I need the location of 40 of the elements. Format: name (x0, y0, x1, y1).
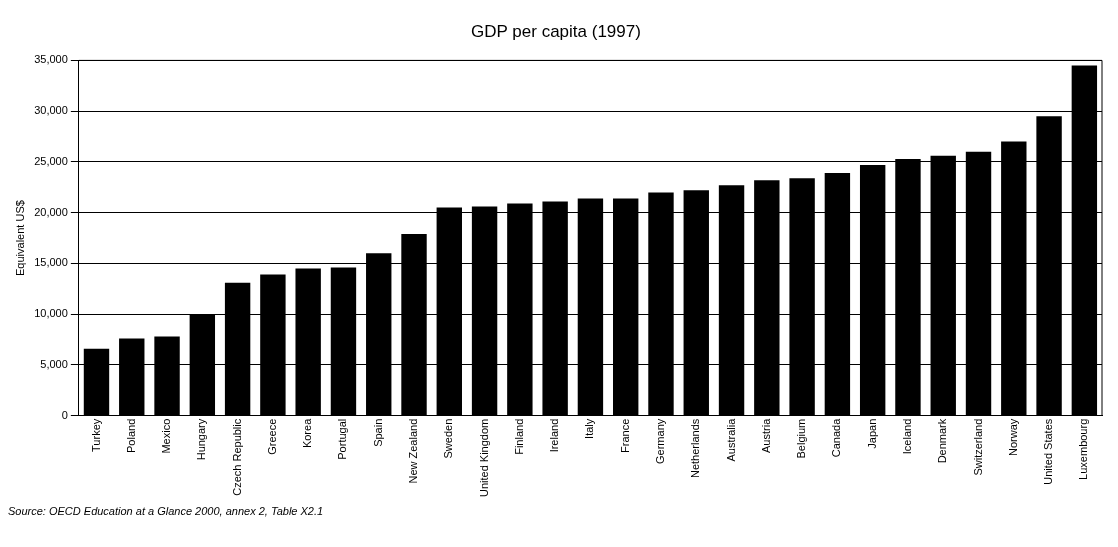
y-tick-label: 10,000 (34, 307, 68, 320)
x-tick-label: United States (1042, 418, 1055, 485)
x-tick-label: France (618, 418, 631, 453)
x-tick-label: Italy (583, 418, 596, 439)
x-tick-label: Greece (265, 418, 278, 455)
x-tick-label: Netherlands (689, 418, 702, 479)
y-tick-label: 15,000 (34, 256, 68, 269)
x-tick-label: Austria (759, 417, 772, 453)
x-tick-label: Norway (1006, 418, 1019, 457)
x-tick-label: Turkey (89, 418, 102, 452)
x-tick-label: Iceland (900, 418, 913, 455)
x-tick-label: Canada (830, 417, 843, 458)
y-tick-label: 25,000 (34, 154, 68, 167)
x-tick-label: United Kingdom (477, 418, 490, 498)
source-note: Source: OECD Education at a Glance 2000, annex 2, Table X2.1 (8, 505, 324, 517)
y-tick-label: 30,000 (34, 104, 68, 117)
chart-title: GDP per capita (1997) (471, 21, 641, 41)
x-tick-label: New Zealand (407, 418, 420, 484)
y-tick-label: 35,000 (34, 53, 68, 66)
x-tick-label: Japan (865, 418, 878, 449)
y-tick-label: 20,000 (34, 205, 68, 218)
x-tick-label: Korea (301, 417, 314, 449)
x-tick-label: Switzerland (971, 418, 984, 476)
x-tick-label: Poland (124, 418, 137, 453)
x-tick-label: Czech Republic (230, 418, 243, 496)
y-axis-title: Equivalent US$ (13, 200, 26, 276)
x-tick-label: Australia (724, 417, 737, 462)
y-tick-label: 5,000 (40, 358, 68, 370)
x-tick-label: Denmark (936, 418, 949, 464)
x-tick-label: Sweden (442, 418, 455, 459)
x-tick-label: Ireland (548, 418, 561, 453)
x-tick-label: Spain (371, 418, 384, 447)
y-tick-label: 0 (61, 408, 68, 421)
x-tick-label: Germany (654, 418, 667, 464)
x-tick-label: Belgium (795, 418, 808, 459)
x-tick-label: Mexico (160, 418, 173, 454)
x-tick-label: Portugal (336, 418, 349, 460)
x-tick-label: Finland (512, 418, 525, 455)
x-tick-label: Luxembourg (1077, 418, 1090, 480)
x-tick-label: Hungary (195, 418, 208, 461)
